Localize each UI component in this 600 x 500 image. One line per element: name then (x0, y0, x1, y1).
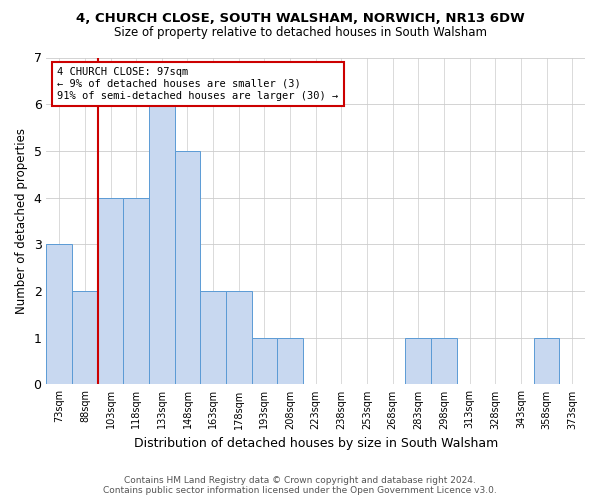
Bar (200, 291, 226, 384)
Bar (226, 291, 251, 384)
Bar (406, 338, 431, 384)
Bar (124, 198, 149, 384)
Y-axis label: Number of detached properties: Number of detached properties (15, 128, 28, 314)
Text: Contains HM Land Registry data © Crown copyright and database right 2024.
Contai: Contains HM Land Registry data © Crown c… (103, 476, 497, 495)
X-axis label: Distribution of detached houses by size in South Walsham: Distribution of detached houses by size … (134, 437, 498, 450)
Text: 4 CHURCH CLOSE: 97sqm
← 9% of detached houses are smaller (3)
91% of semi-detach: 4 CHURCH CLOSE: 97sqm ← 9% of detached h… (57, 68, 338, 100)
Bar (277, 338, 303, 384)
Bar (251, 338, 277, 384)
Bar (46, 244, 72, 384)
Bar (175, 151, 200, 384)
Bar (431, 338, 457, 384)
Text: Size of property relative to detached houses in South Walsham: Size of property relative to detached ho… (113, 26, 487, 39)
Bar (98, 198, 124, 384)
Bar (149, 104, 175, 384)
Bar (72, 291, 98, 384)
Text: 4, CHURCH CLOSE, SOUTH WALSHAM, NORWICH, NR13 6DW: 4, CHURCH CLOSE, SOUTH WALSHAM, NORWICH,… (76, 12, 524, 26)
Bar (534, 338, 559, 384)
